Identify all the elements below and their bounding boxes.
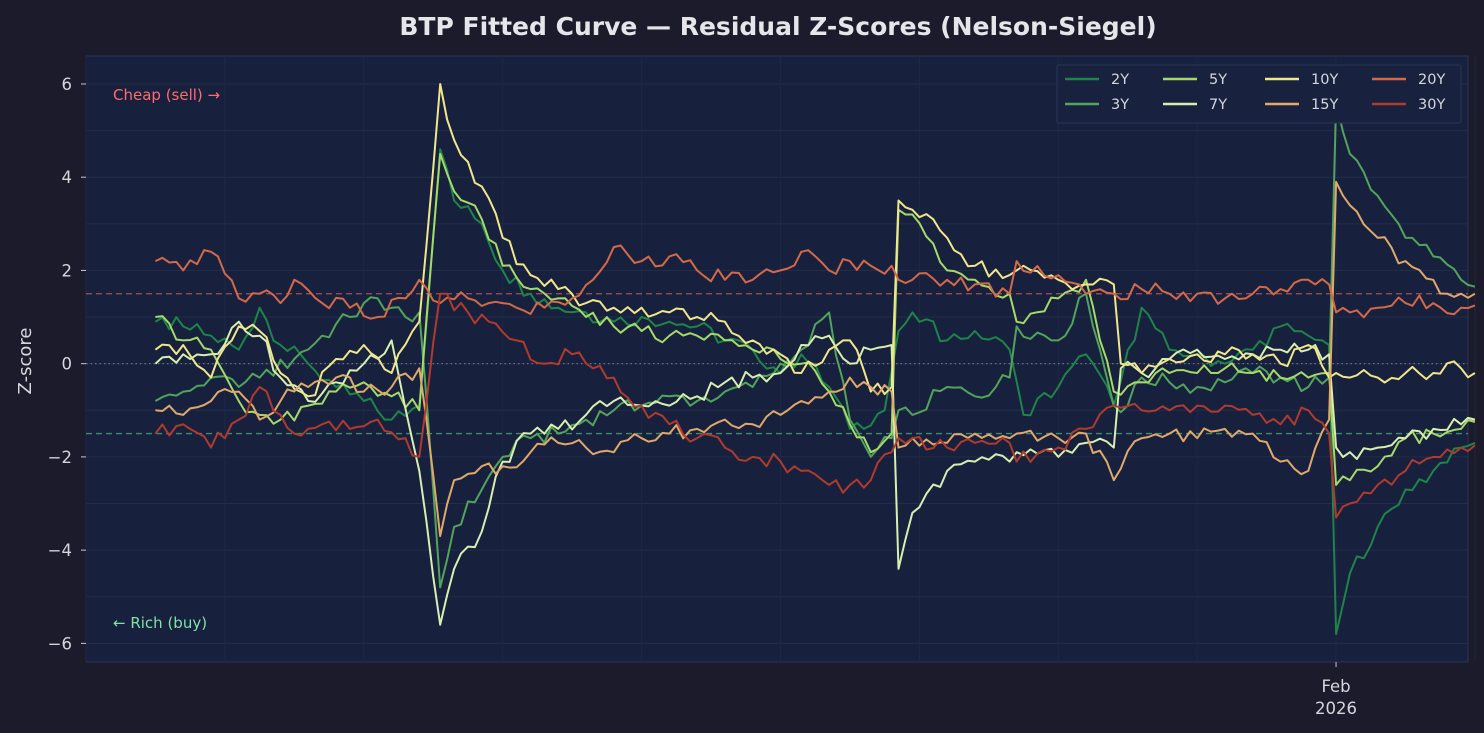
series-line-3y [154,101,1476,589]
y-tick-label: −4 [48,541,72,560]
legend-label-3y: 3Y [1111,97,1129,113]
chart-title: BTP Fitted Curve — Residual Z-Scores (Ne… [399,12,1156,41]
x-tick-label: 2026 [1315,699,1357,718]
series-lines [154,83,1476,635]
y-axis-label: Z-score [15,328,36,395]
y-tick-label: 4 [62,168,73,187]
legend-label-30y: 30Y [1418,97,1445,113]
legend-label-7y: 7Y [1209,97,1227,113]
series-line-20y [154,244,1476,320]
y-tick-label: −6 [48,634,72,653]
legend-label-2y: 2Y [1111,72,1129,88]
legend: 2Y 3Y 5Y 7Y 10Y 15Y 20Y 30Y [1056,64,1462,124]
series-line-30y [154,292,1476,519]
y-tick-label: 0 [62,355,73,374]
legend-label-10y: 10Y [1311,72,1338,88]
annotations: Cheap (sell) → ← Rich (buy) [113,86,220,632]
legend-box [1056,64,1462,124]
series-line-10y [154,83,1476,398]
legend-label-5y: 5Y [1209,72,1227,88]
y-tick-label: −2 [48,448,72,467]
series-line-5y [155,152,1476,486]
legend-label-20y: 20Y [1418,72,1445,88]
legend-label-15y: 15Y [1311,97,1338,113]
series-line-2y [154,148,1476,635]
y-tick-label: 2 [62,261,73,280]
axes: −6 −4 −2 0 2 4 6 Feb 2026 [48,75,1357,718]
annotation-cheap: Cheap (sell) → [113,86,220,104]
x-tick-label: Feb [1321,677,1350,696]
y-tick-label: 6 [62,75,73,94]
series-line-15y [155,180,1476,538]
reference-lines [86,293,1468,435]
annotation-rich: ← Rich (buy) [113,614,207,632]
